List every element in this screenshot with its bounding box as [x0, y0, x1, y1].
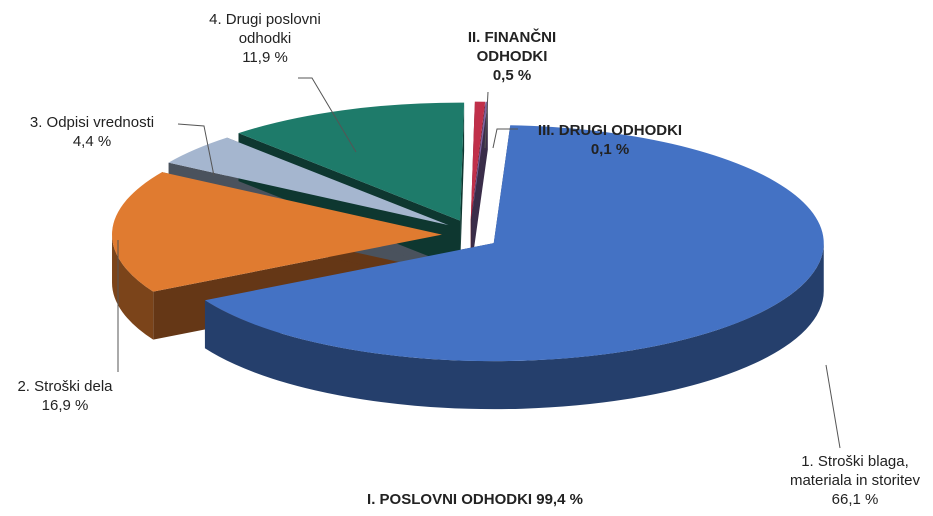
category-label: 4. Drugi poslovni odhodki [209, 11, 321, 47]
category-label: 2. Stroški dela [17, 378, 113, 395]
category-label: 3. Odpisi vrednosti [29, 114, 155, 131]
value-label: 0,1 % [590, 141, 630, 158]
data-label: 1. Stroški blaga, materiala in storitev 6… [770, 452, 933, 509]
leader-line [825, 364, 841, 449]
data-label: 2. Stroški dela 16,9 % [0, 377, 135, 415]
slice [204, 125, 824, 362]
leader-line [177, 123, 215, 177]
value-label: 11,9 % [242, 49, 288, 66]
slice [471, 101, 488, 220]
leader-line [298, 77, 357, 153]
slice-side [471, 101, 488, 268]
value-label: 16,9 % [41, 397, 89, 414]
value-label: 4,4 % [72, 133, 112, 150]
slice [112, 172, 443, 292]
data-label: 4. Drugi poslovni odhodki 11,9 % [190, 10, 340, 67]
data-label: II. FINANČNI ODHODKI 0,5 % [457, 28, 567, 85]
leader-line [484, 91, 489, 149]
slice-wall [204, 243, 824, 410]
slice-wall [112, 234, 154, 340]
slice [168, 137, 449, 226]
data-label: III. DRUGI ODHODKI 0,1 % [510, 121, 710, 159]
leader-line [492, 128, 518, 149]
slice [238, 102, 465, 221]
category-label: II. FINANČNI ODHODKI [467, 29, 557, 65]
category-label: 1. Stroški blaga, materiala in storitev [789, 453, 921, 489]
slice-side [460, 102, 465, 269]
value-label: 0,5 % [492, 67, 532, 84]
data-label: 3. Odpisi vrednosti 4,4 % [2, 113, 182, 151]
slice [470, 101, 486, 220]
annotation: I. POSLOVNI ODHODKI 99,4 % [367, 491, 583, 508]
value-label: 66,1 % [831, 491, 879, 508]
category-label: III. DRUGI ODHODKI [537, 122, 683, 139]
